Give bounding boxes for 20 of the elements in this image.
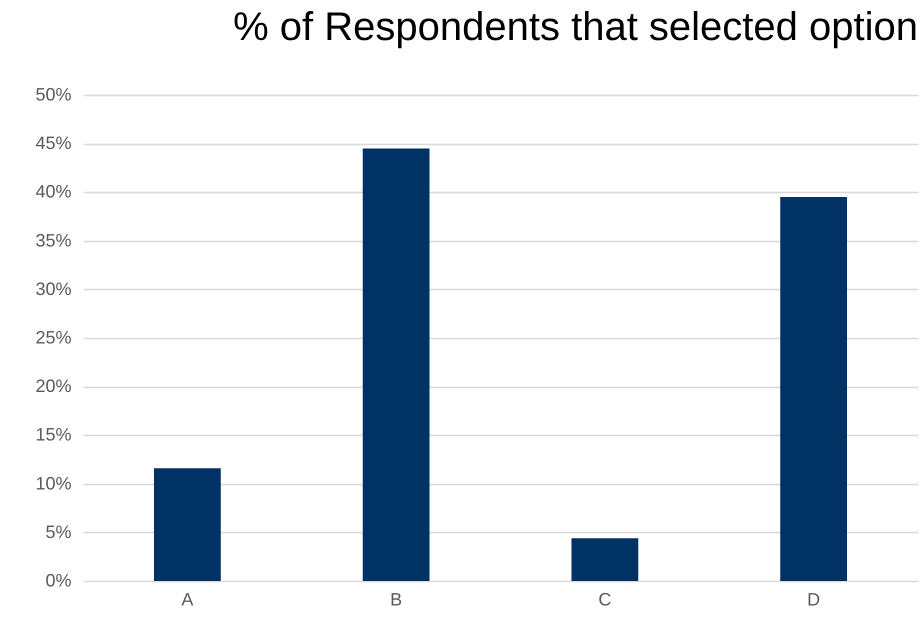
y-tick-label: 15% <box>35 424 72 445</box>
bar <box>362 148 430 581</box>
chart-title: % of Respondents that selected option <box>233 5 918 49</box>
y-tick-label: 40% <box>35 182 72 202</box>
y-tick-label: 35% <box>35 230 72 250</box>
y-tick-label: 0% <box>45 570 72 590</box>
y-tick-label: 30% <box>35 278 72 299</box>
x-tick-label: A <box>181 590 194 610</box>
y-tick-label: 5% <box>45 522 72 542</box>
x-tick-label: D <box>807 590 820 610</box>
bar <box>780 197 848 581</box>
x-tick-label: B <box>390 590 402 610</box>
y-tick-label: 25% <box>35 328 72 348</box>
x-tick-label: C <box>598 590 612 610</box>
bar <box>154 468 221 581</box>
y-tick-label: 50% <box>35 84 72 104</box>
y-tick-label: 20% <box>35 376 72 396</box>
y-tick-label: 45% <box>35 133 72 154</box>
y-tick-label: 10% <box>35 473 72 494</box>
bar <box>571 538 638 581</box>
